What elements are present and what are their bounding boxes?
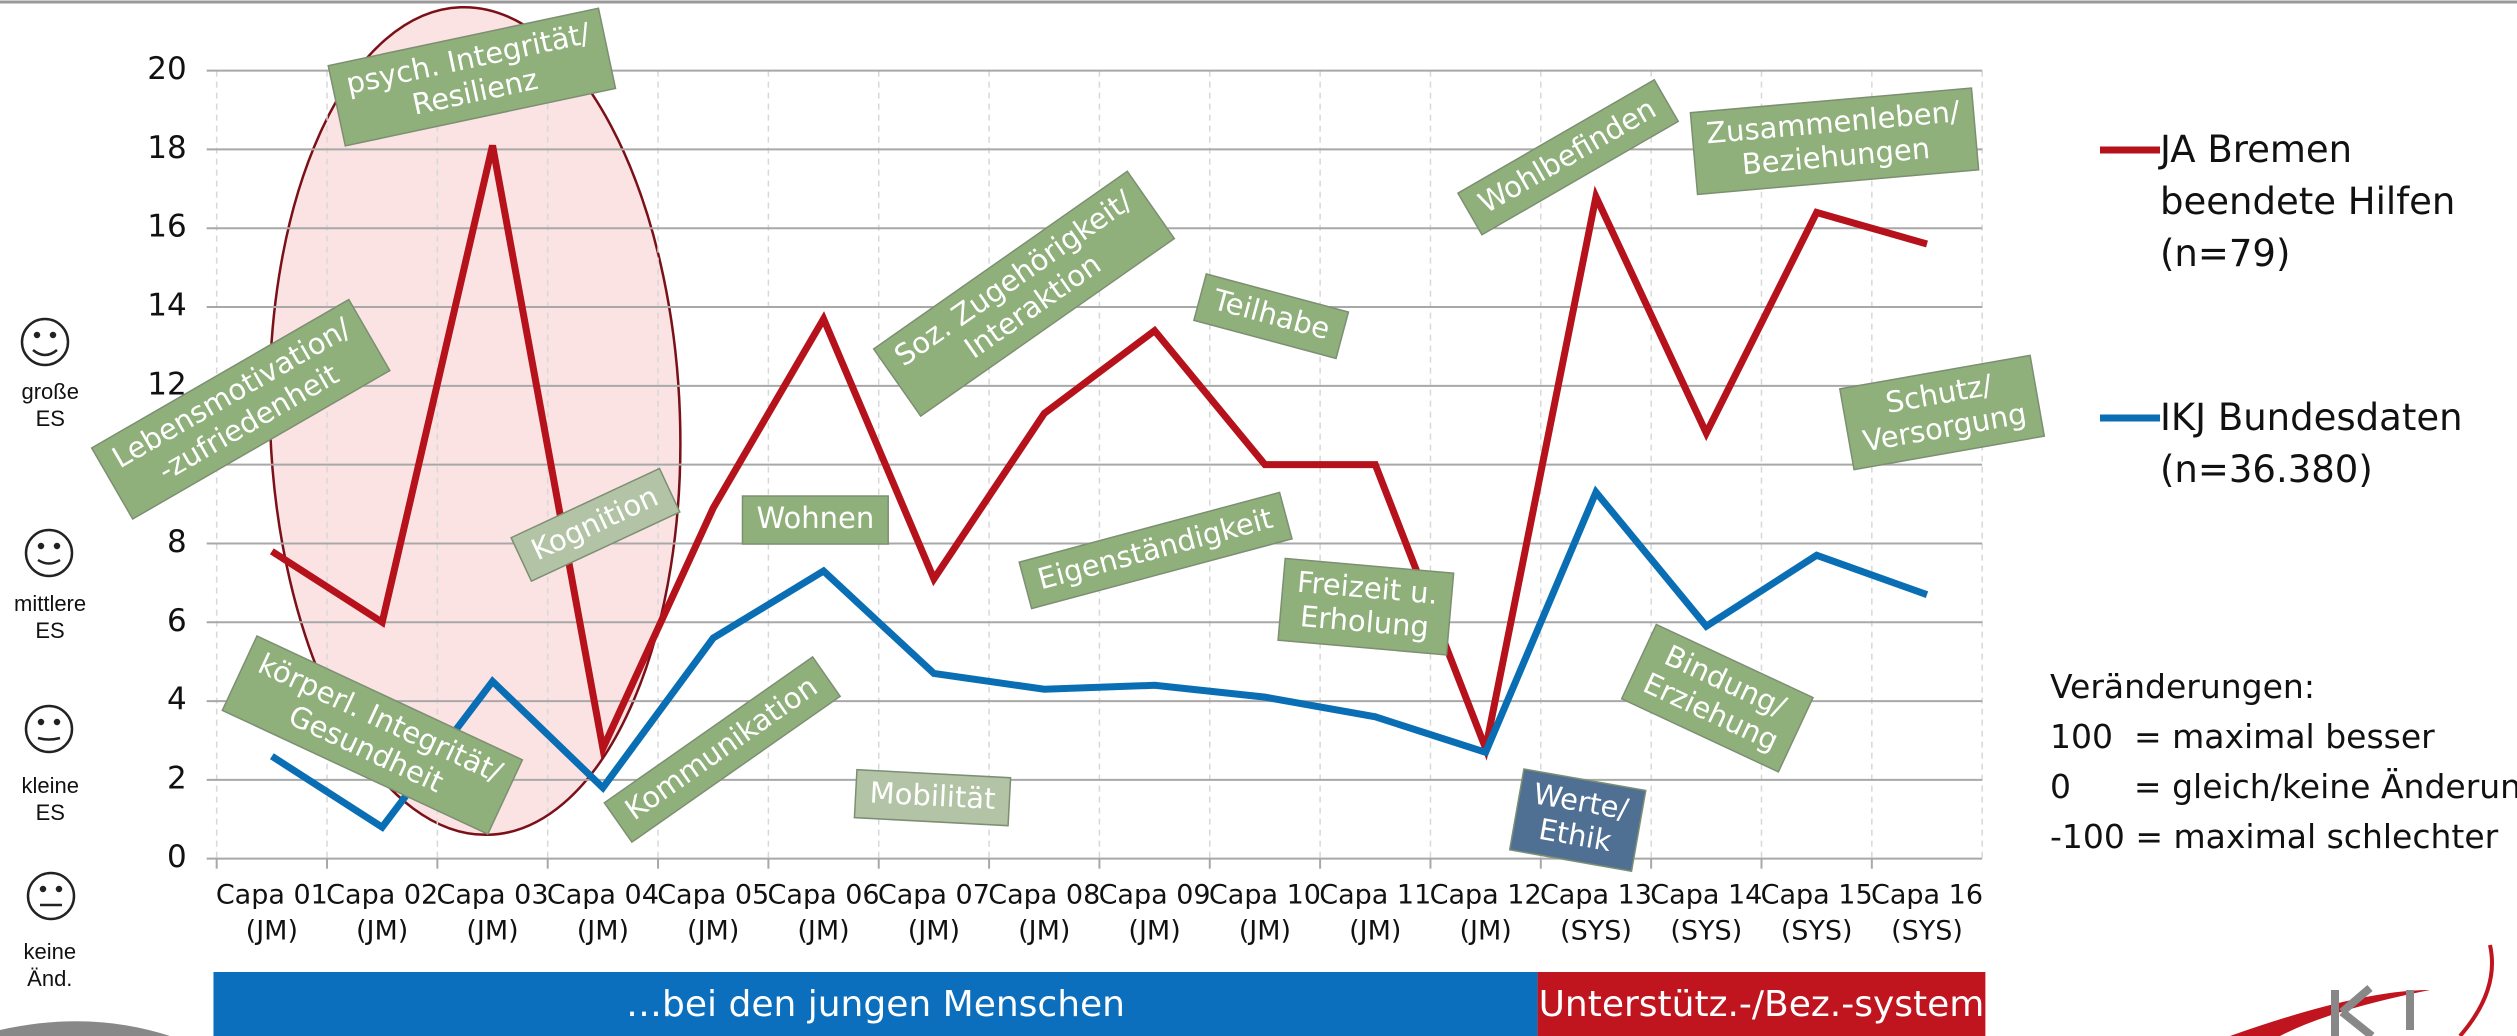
x-tick-sublabel: (JM): [908, 916, 960, 947]
x-tick-sublabel: (JM): [797, 916, 849, 947]
annotation-box: [1018, 491, 1293, 610]
x-tick-sublabel: (JM): [1459, 916, 1511, 947]
logo-arc: [2458, 944, 2494, 1036]
annotation-label: Eigenständigkeit: [1018, 491, 1293, 610]
x-tick-label: Capa 16: [1871, 880, 1983, 911]
annotation-label: Soz. Zugehörigkeit/Interaktion: [872, 170, 1176, 418]
y-tick-label: 20: [147, 51, 186, 87]
annotation-box: [872, 170, 1176, 418]
series-line: [269, 485, 1929, 832]
section-band-label: …bei den jungen Menschen: [626, 984, 1125, 1025]
x-tick-sublabel: (JM): [356, 916, 408, 947]
x-tick-sublabel: (JM): [1239, 916, 1291, 947]
annotation-text: Kommunikation: [619, 669, 824, 827]
x-tick-label: Capa 15: [1761, 880, 1873, 911]
x-tick-sublabel: (JM): [246, 916, 298, 947]
effect-size-label: große ES: [21, 379, 79, 431]
change-scale-text: 0 = gleich/keine Änderung: [2050, 767, 2517, 806]
annotation-label: Bindung/Erziehung: [1620, 623, 1815, 773]
x-tick-label: Capa 01: [216, 880, 328, 911]
smiley-icons: [20, 317, 76, 921]
annotation-box: [221, 635, 524, 836]
effect-size-label: kleine ES: [21, 773, 79, 825]
plot-area: 02468101214161820Capa 01(JM)Capa 02(JM)C…: [147, 51, 2160, 1036]
y-tick-label: 18: [147, 130, 186, 166]
annotation-box: [741, 495, 889, 545]
y-tick-label: 0: [167, 839, 187, 875]
x-tick-label: Capa 10: [1209, 880, 1321, 911]
annotation-box: [1277, 557, 1455, 656]
annotation-label: Schutz/Versorgung: [1838, 354, 2046, 471]
x-tick-label: Capa 13: [1540, 880, 1652, 911]
series-line: [269, 144, 1928, 761]
annotation-text: Wohlbefinden: [1473, 91, 1662, 220]
x-tick-sublabel: (JM): [466, 916, 518, 947]
legend-label: JA Bremen beendete Hilfen (n=79): [2160, 128, 2456, 275]
x-tick-sublabel: (JM): [1128, 916, 1180, 947]
annotation-box: [510, 467, 681, 583]
annotation-box: [853, 768, 1012, 827]
annotation-label: Freizeit u.Erholung: [1277, 557, 1455, 656]
x-tick-sublabel: (JM): [1349, 916, 1401, 947]
annotation-text: Mobilität: [869, 775, 996, 816]
y-tick-label: 2: [167, 760, 187, 796]
legend-label: IKJ Bundesdaten (n=36.380): [2160, 396, 2463, 491]
annotation-box: [1689, 87, 1980, 196]
logo-letters: [2331, 984, 2414, 1036]
logo-swoosh: [0, 1021, 170, 1036]
annotation-box: [1456, 78, 1680, 236]
annotation-box: [603, 655, 842, 844]
y-tick-label: 4: [167, 682, 187, 718]
x-tick-label: Capa 02: [326, 880, 438, 911]
x-tick-sublabel: (JM): [1018, 916, 1070, 947]
x-tick-sublabel: (JM): [577, 916, 629, 947]
effect-size-label: mittlere ES: [14, 591, 87, 643]
x-tick-sublabel: (SYS): [1891, 916, 1963, 947]
annotation-label: Wohnen: [741, 495, 889, 545]
x-tick-label: Capa 14: [1650, 880, 1762, 911]
annotation-label: Zusammenleben/Beziehungen: [1689, 87, 1980, 196]
annotation-box: [327, 7, 617, 147]
annotation-label: Werte/Ethik: [1508, 768, 1647, 873]
change-scale-text: -100 = maximal schlechter: [2050, 817, 2499, 856]
x-tick-label: Capa 08: [988, 880, 1100, 911]
x-tick-label: Capa 03: [437, 880, 549, 911]
annotation-text: Wohnen: [756, 501, 874, 535]
x-tick-label: Capa 05: [657, 880, 769, 911]
effect-size-label: keine Änd.: [23, 939, 77, 991]
annotation-box: [1508, 768, 1647, 873]
y-tick-label: 16: [147, 209, 186, 245]
x-tick-label: Capa 07: [878, 880, 990, 911]
x-tick-sublabel: (SYS): [1560, 916, 1632, 947]
change-scale-text: 100 = maximal besser: [2050, 717, 2435, 756]
annotation-box: [1192, 273, 1350, 360]
annotation-label: Wohlbefinden: [1456, 78, 1680, 236]
x-tick-label: Capa 04: [547, 880, 659, 911]
section-band-label: Unterstütz.-/Bez.-system: [1539, 984, 1985, 1025]
x-tick-label: Capa 06: [768, 880, 880, 911]
change-scale-text: Veränderungen:: [2050, 667, 2315, 706]
annotation-label: Mobilität: [853, 768, 1012, 827]
y-tick-label: 6: [167, 603, 187, 639]
y-tick-label: 8: [167, 524, 187, 560]
x-tick-label: Capa 12: [1430, 880, 1542, 911]
annotation-box: [90, 298, 391, 521]
annotation-box: [1620, 623, 1815, 773]
annotation-box: [1838, 354, 2046, 471]
annotation-label: Teilhabe: [1192, 273, 1350, 360]
section-band: [1537, 972, 1986, 1036]
x-tick-sublabel: (SYS): [1670, 916, 1742, 947]
x-tick-sublabel: (SYS): [1781, 916, 1853, 947]
section-band: [213, 972, 1538, 1036]
x-tick-label: Capa 11: [1319, 880, 1431, 911]
x-tick-sublabel: (JM): [687, 916, 739, 947]
y-tick-label: 14: [147, 288, 186, 324]
x-tick-label: Capa 09: [1099, 880, 1211, 911]
logo-swoosh: [2230, 990, 2430, 1036]
